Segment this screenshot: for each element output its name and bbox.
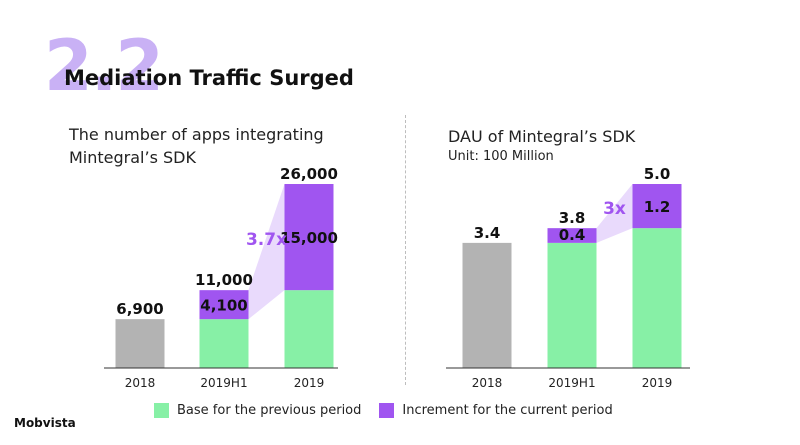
right-category-label-2: 2019 bbox=[642, 376, 673, 390]
left-bar-previous-0 bbox=[115, 319, 165, 368]
right-chart-unit: Unit: 100 Million bbox=[448, 149, 554, 164]
left-growth-label: 3.7x bbox=[246, 230, 287, 250]
right-category-label-1: 2019H1 bbox=[548, 376, 595, 390]
left-chart-title-line-1: The number of apps integrating bbox=[69, 125, 324, 144]
left-bar-base-2 bbox=[284, 290, 334, 368]
right-increment-label-2: 1.2 bbox=[644, 198, 671, 216]
panel-divider bbox=[405, 115, 406, 385]
right-bar-increment-1 bbox=[547, 228, 597, 243]
left-increment-label-1: 4,100 bbox=[200, 297, 247, 315]
right-growth-band bbox=[596, 184, 633, 243]
left-category-label-0: 2018 bbox=[125, 376, 156, 390]
right-bar-previous-0 bbox=[462, 242, 512, 368]
left-category-label-2: 2019 bbox=[294, 376, 325, 390]
legend-item-increment: Increment for the current period bbox=[379, 403, 613, 418]
legend-swatch-base bbox=[154, 403, 169, 418]
legend: Base for the previous period Increment f… bbox=[154, 403, 631, 418]
left-total-label-1: 11,000 bbox=[195, 271, 253, 289]
right-bar-increment-2 bbox=[632, 184, 682, 229]
legend-label-base: Base for the previous period bbox=[177, 403, 362, 418]
right-chart-title: DAU of Mintegral’s SDK bbox=[448, 127, 636, 146]
right-increment-label-1: 0.4 bbox=[559, 226, 586, 244]
left-total-label-0: 6,900 bbox=[116, 300, 163, 318]
legend-swatch-increment bbox=[379, 403, 395, 418]
right-bar-base-2 bbox=[632, 228, 682, 368]
right-total-label-1: 3.8 bbox=[559, 209, 586, 227]
right-growth-label: 3x bbox=[603, 199, 626, 219]
left-bar-increment-2 bbox=[284, 184, 334, 291]
section-number: 2.2 bbox=[44, 25, 164, 107]
left-bar-base-1 bbox=[199, 319, 249, 368]
left-total-label-2: 26,000 bbox=[280, 165, 338, 183]
right-total-label-2: 5.0 bbox=[644, 165, 671, 183]
left-category-label-1: 2019H1 bbox=[200, 376, 247, 390]
left-chart-title: The number of apps integrating Mintegral… bbox=[69, 123, 324, 169]
left-growth-band bbox=[248, 184, 285, 320]
right-category-label-0: 2018 bbox=[472, 376, 503, 390]
page-title: Mediation Traffic Surged bbox=[64, 66, 354, 90]
left-increment-label-2: 15,000 bbox=[280, 229, 338, 247]
mobvista-logo: Mobvista bbox=[14, 416, 76, 430]
right-bar-base-1 bbox=[547, 242, 597, 368]
legend-item-base: Base for the previous period bbox=[154, 403, 361, 418]
legend-label-increment: Increment for the current period bbox=[402, 403, 613, 418]
right-total-label-0: 3.4 bbox=[474, 224, 501, 242]
left-bar-increment-1 bbox=[199, 290, 249, 320]
left-chart-title-line-2: Mintegral’s SDK bbox=[69, 148, 196, 167]
